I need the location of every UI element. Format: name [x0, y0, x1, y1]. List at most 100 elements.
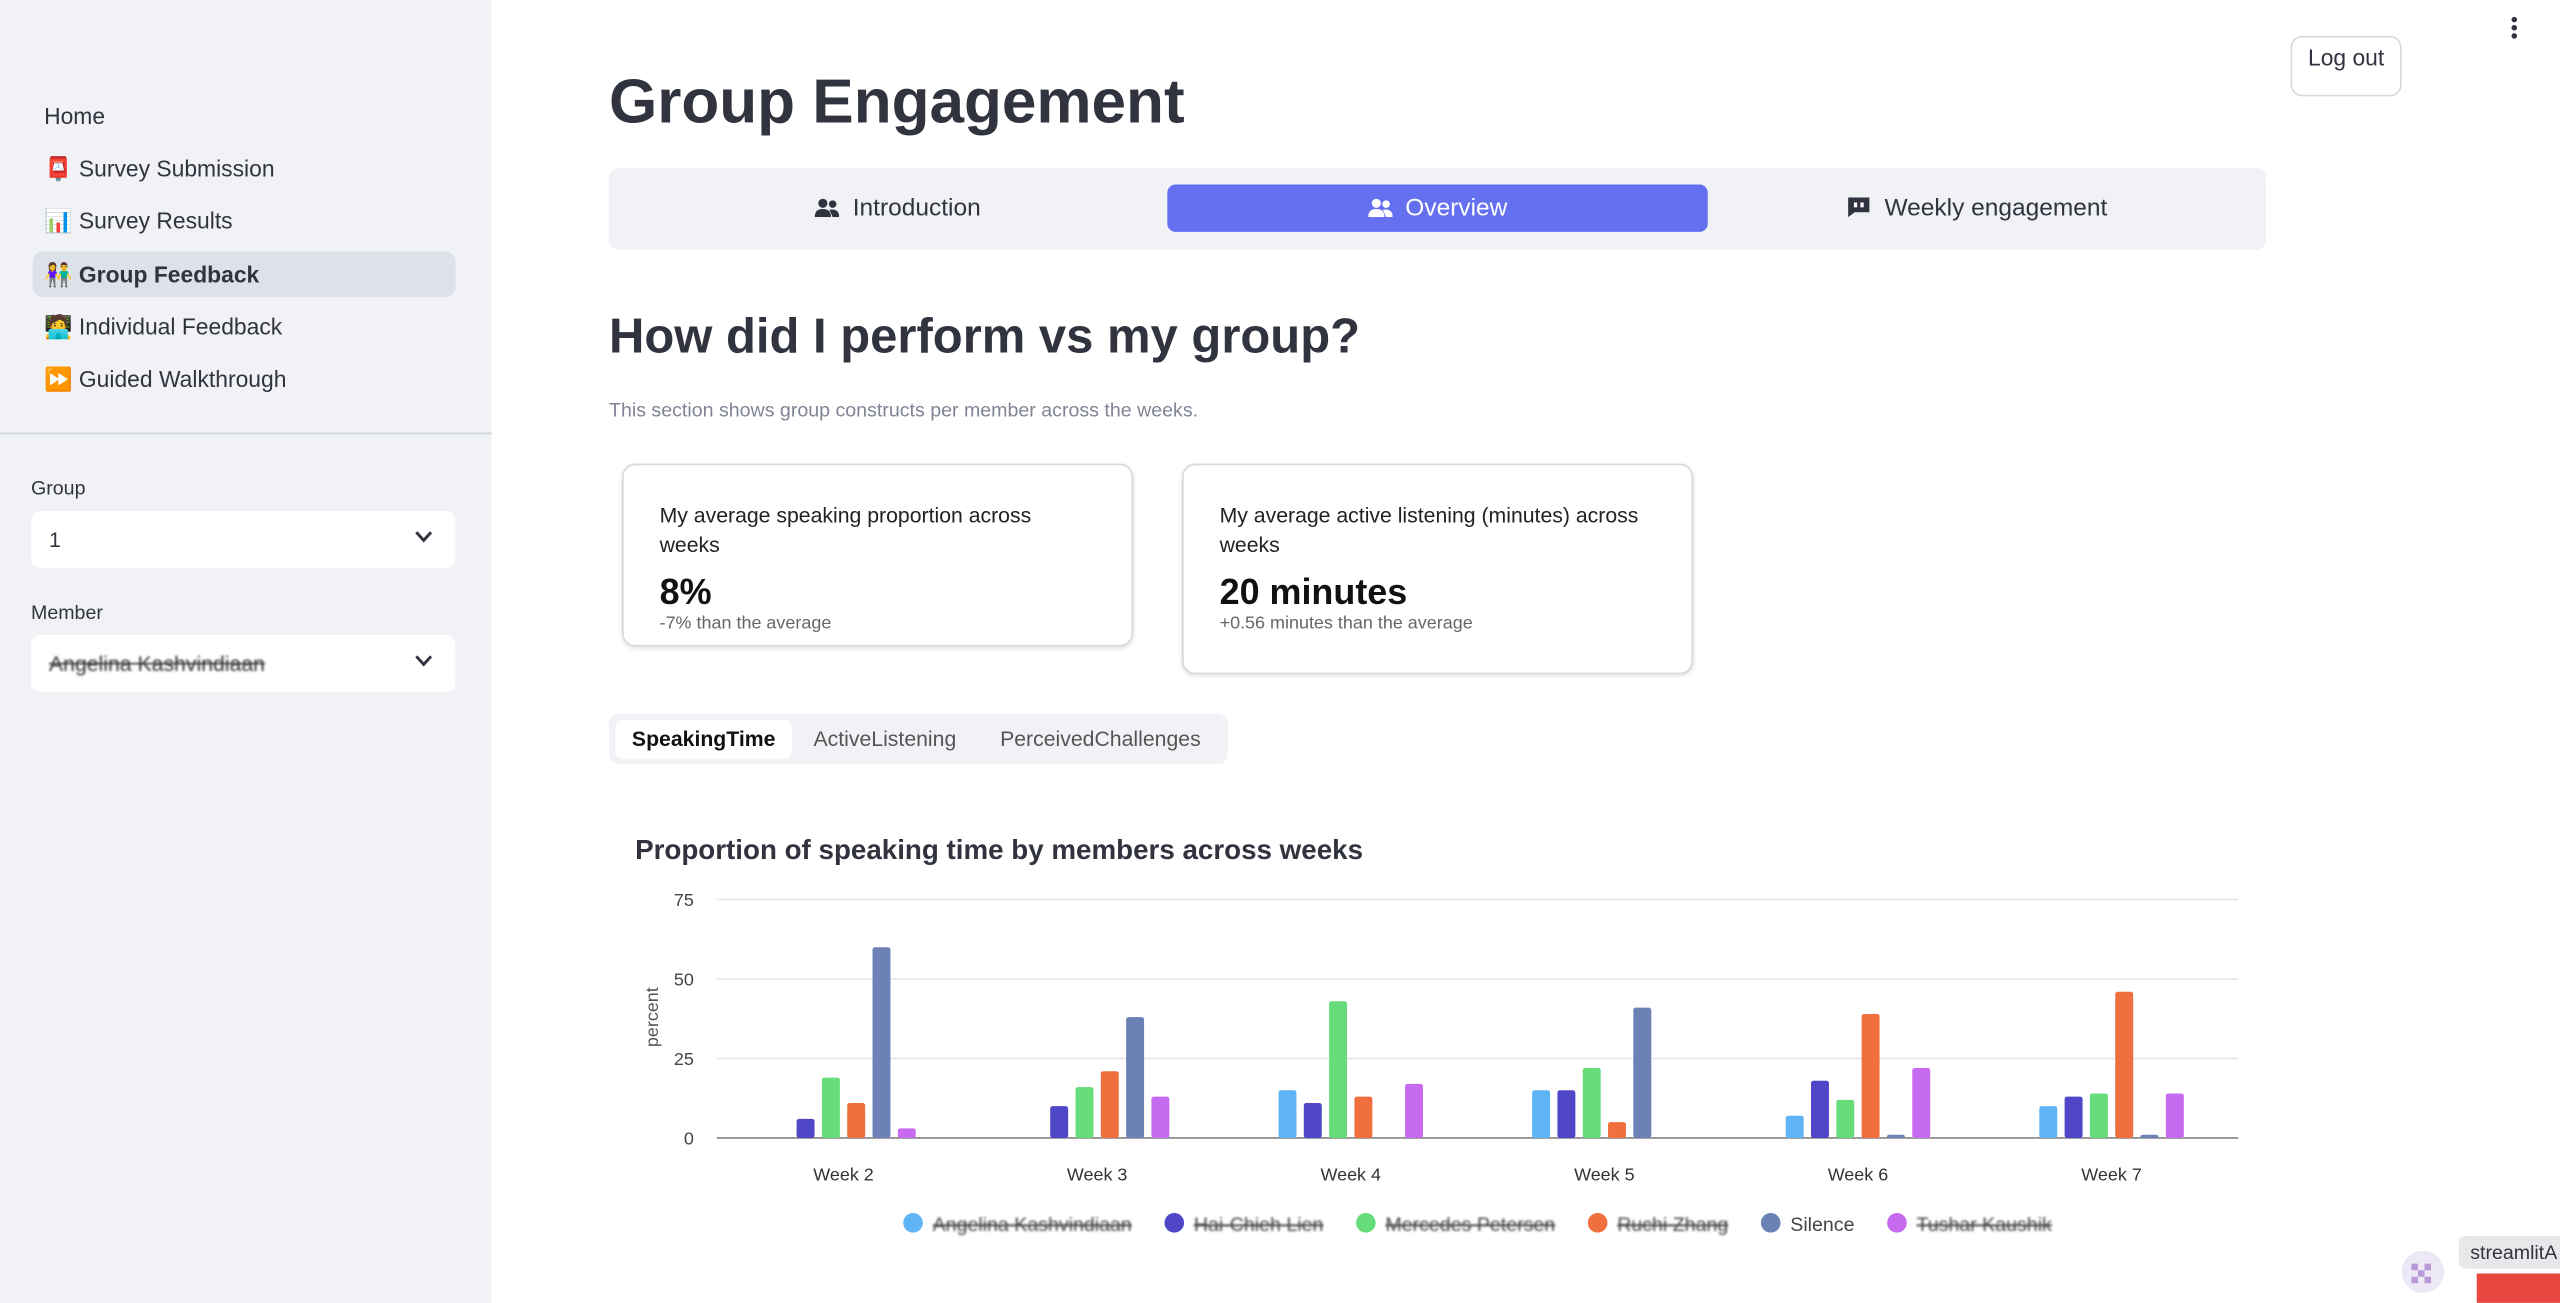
chevron — [415, 531, 433, 543]
select-value: 1 — [48, 527, 61, 552]
tab[interactable]: Overview — [1167, 184, 1707, 231]
metric-value: 8% — [659, 571, 712, 613]
bar — [1126, 1017, 1145, 1138]
nav-item[interactable]: 📮 Survey Submission — [33, 145, 456, 191]
y-tick-label: 50 — [674, 970, 694, 990]
metric-card: My average speaking proportion across we… — [622, 463, 1134, 647]
section-title: How did I perform vs my group? — [608, 310, 1361, 365]
menu-icon[interactable] — [2508, 15, 2521, 44]
nav-item[interactable]: 🧑‍💻 Individual Feedback — [33, 304, 456, 350]
nav-icon: 📮 — [44, 155, 73, 182]
nav-label: Home — [44, 102, 106, 129]
bar — [2089, 1093, 2108, 1138]
legend-label: Silence — [1790, 1214, 1854, 1236]
tab-icon — [815, 198, 840, 218]
legend-marker — [1164, 1213, 1185, 1233]
tab-icon — [1848, 197, 1870, 218]
member-select[interactable]: Angelina Kashvindiaan — [31, 635, 456, 693]
bar — [1886, 1134, 1905, 1138]
subtab[interactable]: PerceivedChallenges — [1000, 726, 1201, 752]
bar — [796, 1118, 815, 1138]
legend-label: Hai-Chieh Lien — [1194, 1214, 1324, 1236]
y-axis-label: percent — [642, 987, 662, 1047]
tab-label: Weekly engagement — [1884, 194, 2108, 223]
legend-label: Tushar Kaushik — [1917, 1214, 2053, 1236]
nav-item[interactable]: 📊 Survey Results — [33, 198, 456, 244]
tab-icon — [1367, 198, 1393, 218]
bar — [1811, 1080, 1829, 1138]
nav-label: Survey Results — [78, 207, 233, 234]
badge[interactable]: streamlitA — [2458, 1235, 2560, 1269]
bar — [897, 1128, 916, 1138]
member-label: Member — [31, 600, 103, 624]
nav-label: Individual Feedback — [78, 313, 283, 340]
y-tick-label: 75 — [674, 890, 694, 910]
bar — [1354, 1096, 1373, 1138]
bar — [821, 1077, 840, 1138]
y-tick-label: 25 — [674, 1049, 694, 1069]
page-title: Group Engagement — [608, 68, 1185, 138]
legend-marker — [1887, 1213, 1907, 1233]
bar — [1303, 1102, 1322, 1138]
active-subtab-bg — [615, 719, 792, 760]
y-tick-label: 0 — [684, 1128, 694, 1148]
nav-label: Guided Walkthrough — [78, 365, 287, 392]
bar — [1278, 1090, 1297, 1138]
metric-label: My average active listening (minutes) ac… — [1219, 502, 1639, 557]
metric-label: My average speaking proportion across we… — [659, 502, 1032, 557]
group-label: Group — [31, 476, 86, 500]
bar — [1912, 1068, 1931, 1138]
nav-icon: 👫 — [44, 261, 73, 288]
legend-label: Ruchi Zhang — [1617, 1214, 1728, 1236]
bar — [1785, 1115, 1804, 1138]
metric-delta: -7% than the average — [659, 613, 832, 634]
legend-marker — [1587, 1213, 1608, 1233]
bar — [1557, 1090, 1576, 1138]
nav-icon: 🧑‍💻 — [44, 313, 73, 340]
bar — [2064, 1096, 2083, 1138]
group-select[interactable]: 1 — [31, 511, 456, 569]
subtab[interactable]: SpeakingTime — [631, 726, 776, 752]
legend-label: Mercedes Petersen — [1385, 1214, 1555, 1236]
x-tick-label: Week 7 — [2081, 1164, 2142, 1184]
x-tick-label: Week 6 — [1828, 1164, 1889, 1184]
logout-button[interactable]: Log out — [2290, 35, 2402, 97]
sidebar: Home 📮 Survey Submission 📊 Survey Result… — [0, 0, 492, 1303]
bar — [1405, 1083, 1423, 1138]
nav-label: Survey Submission — [78, 155, 275, 182]
active-tab-bg — [1167, 184, 1708, 232]
nav-label: Group Feedback — [78, 261, 260, 288]
tab[interactable]: Introduction — [629, 184, 1168, 231]
nav-item[interactable]: ⏩ Guided Walkthrough — [33, 356, 456, 402]
bar — [2115, 991, 2134, 1138]
nav-item[interactable]: Home — [33, 93, 456, 139]
metric-card: My average active listening (minutes) ac… — [1182, 463, 1694, 675]
chart-title: Proportion of speaking time by members a… — [635, 834, 1363, 865]
section-description: This section shows group constructs per … — [608, 398, 1199, 422]
app-icon[interactable] — [2401, 1250, 2445, 1294]
bar — [2039, 1106, 2058, 1138]
tab[interactable]: Weekly engagement — [1708, 184, 2247, 231]
nav-icon: ⏩ — [44, 365, 73, 392]
bar — [1532, 1090, 1551, 1138]
bar — [1836, 1099, 1855, 1138]
bar — [847, 1102, 866, 1138]
bar — [1633, 1007, 1652, 1138]
chevron — [415, 655, 433, 667]
x-tick-label: Week 5 — [1574, 1164, 1635, 1184]
nav-item[interactable]: 👫 Group Feedback — [32, 251, 456, 298]
divider — [0, 432, 492, 435]
bar — [1100, 1071, 1119, 1138]
chart: Proportion of speaking time by members a… — [635, 834, 2239, 1236]
tab-label: Introduction — [852, 194, 981, 223]
select-value: Angelina Kashvindiaan — [48, 651, 265, 676]
legend-marker — [1356, 1213, 1376, 1233]
subtab[interactable]: ActiveListening — [813, 726, 957, 752]
legend-marker — [903, 1213, 923, 1233]
bar — [1582, 1068, 1601, 1138]
bar — [1050, 1106, 1069, 1138]
metric-value: 20 minutes — [1219, 571, 1408, 613]
bar — [1151, 1096, 1170, 1138]
nav-icon: 📊 — [44, 207, 73, 234]
